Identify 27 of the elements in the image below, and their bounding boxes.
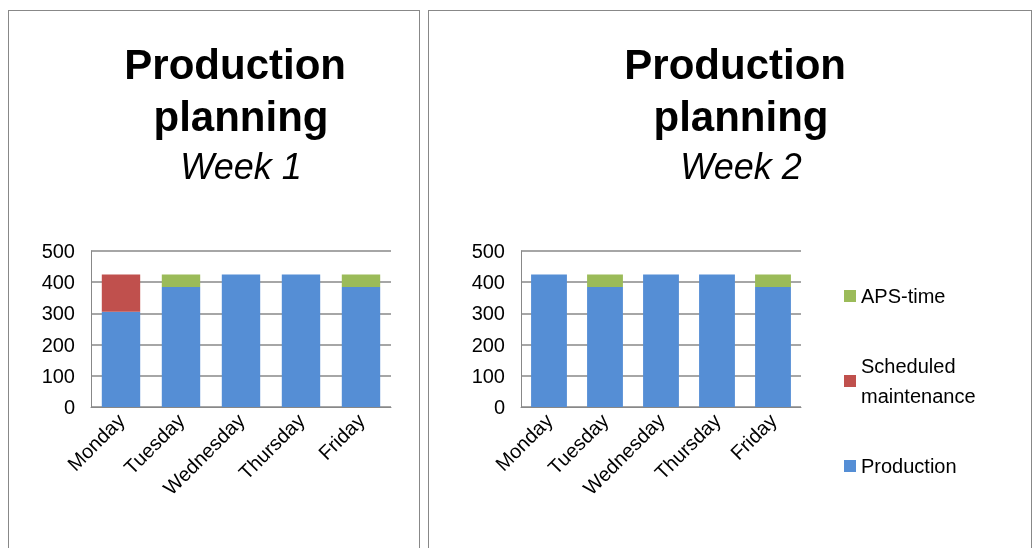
legend-label: Production xyxy=(861,455,957,477)
bar xyxy=(341,274,381,287)
bar xyxy=(161,286,201,407)
y-tick-label: 400 xyxy=(471,271,505,294)
chart-title: Production planning xyxy=(124,40,358,140)
legend-label: APS-time xyxy=(861,285,946,307)
bar xyxy=(281,274,321,407)
y-tick-label: 500 xyxy=(41,240,75,262)
legend-label: Scheduled maintenance xyxy=(861,355,976,407)
bar xyxy=(221,274,261,407)
y-tick-label: 200 xyxy=(471,333,505,356)
y-tick-label: 100 xyxy=(471,364,505,387)
bar xyxy=(341,286,381,407)
bar xyxy=(101,311,141,407)
y-tick-label: 500 xyxy=(471,240,505,262)
bar xyxy=(101,274,141,312)
chart-subtitle: Week 1 xyxy=(180,145,302,187)
y-tick-label: 400 xyxy=(41,271,75,294)
chart-subtitle: Week 2 xyxy=(680,145,802,187)
y-tick-label: 100 xyxy=(41,364,75,387)
y-tick-label: 0 xyxy=(493,396,505,418)
y-tick-label: 200 xyxy=(41,333,75,356)
y-tick-label: 300 xyxy=(41,302,75,325)
bar xyxy=(161,274,201,287)
y-tick-label: 300 xyxy=(471,302,505,325)
chart-title: Production planning xyxy=(624,40,858,140)
y-tick-label: 0 xyxy=(63,396,75,418)
